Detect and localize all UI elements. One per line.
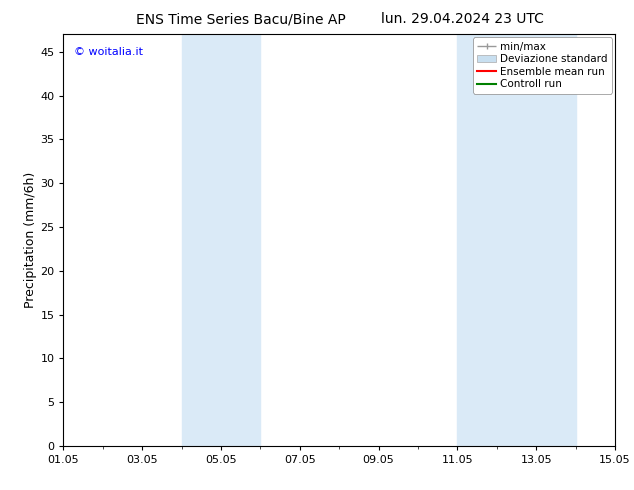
Y-axis label: Precipitation (mm/6h): Precipitation (mm/6h) — [25, 172, 37, 308]
Text: ENS Time Series Bacu/Bine AP: ENS Time Series Bacu/Bine AP — [136, 12, 346, 26]
Legend: min/max, Deviazione standard, Ensemble mean run, Controll run: min/max, Deviazione standard, Ensemble m… — [473, 37, 612, 94]
Text: © woitalia.it: © woitalia.it — [74, 47, 143, 57]
Bar — [457, 34, 576, 446]
Bar — [181, 34, 261, 446]
Text: lun. 29.04.2024 23 UTC: lun. 29.04.2024 23 UTC — [382, 12, 544, 26]
